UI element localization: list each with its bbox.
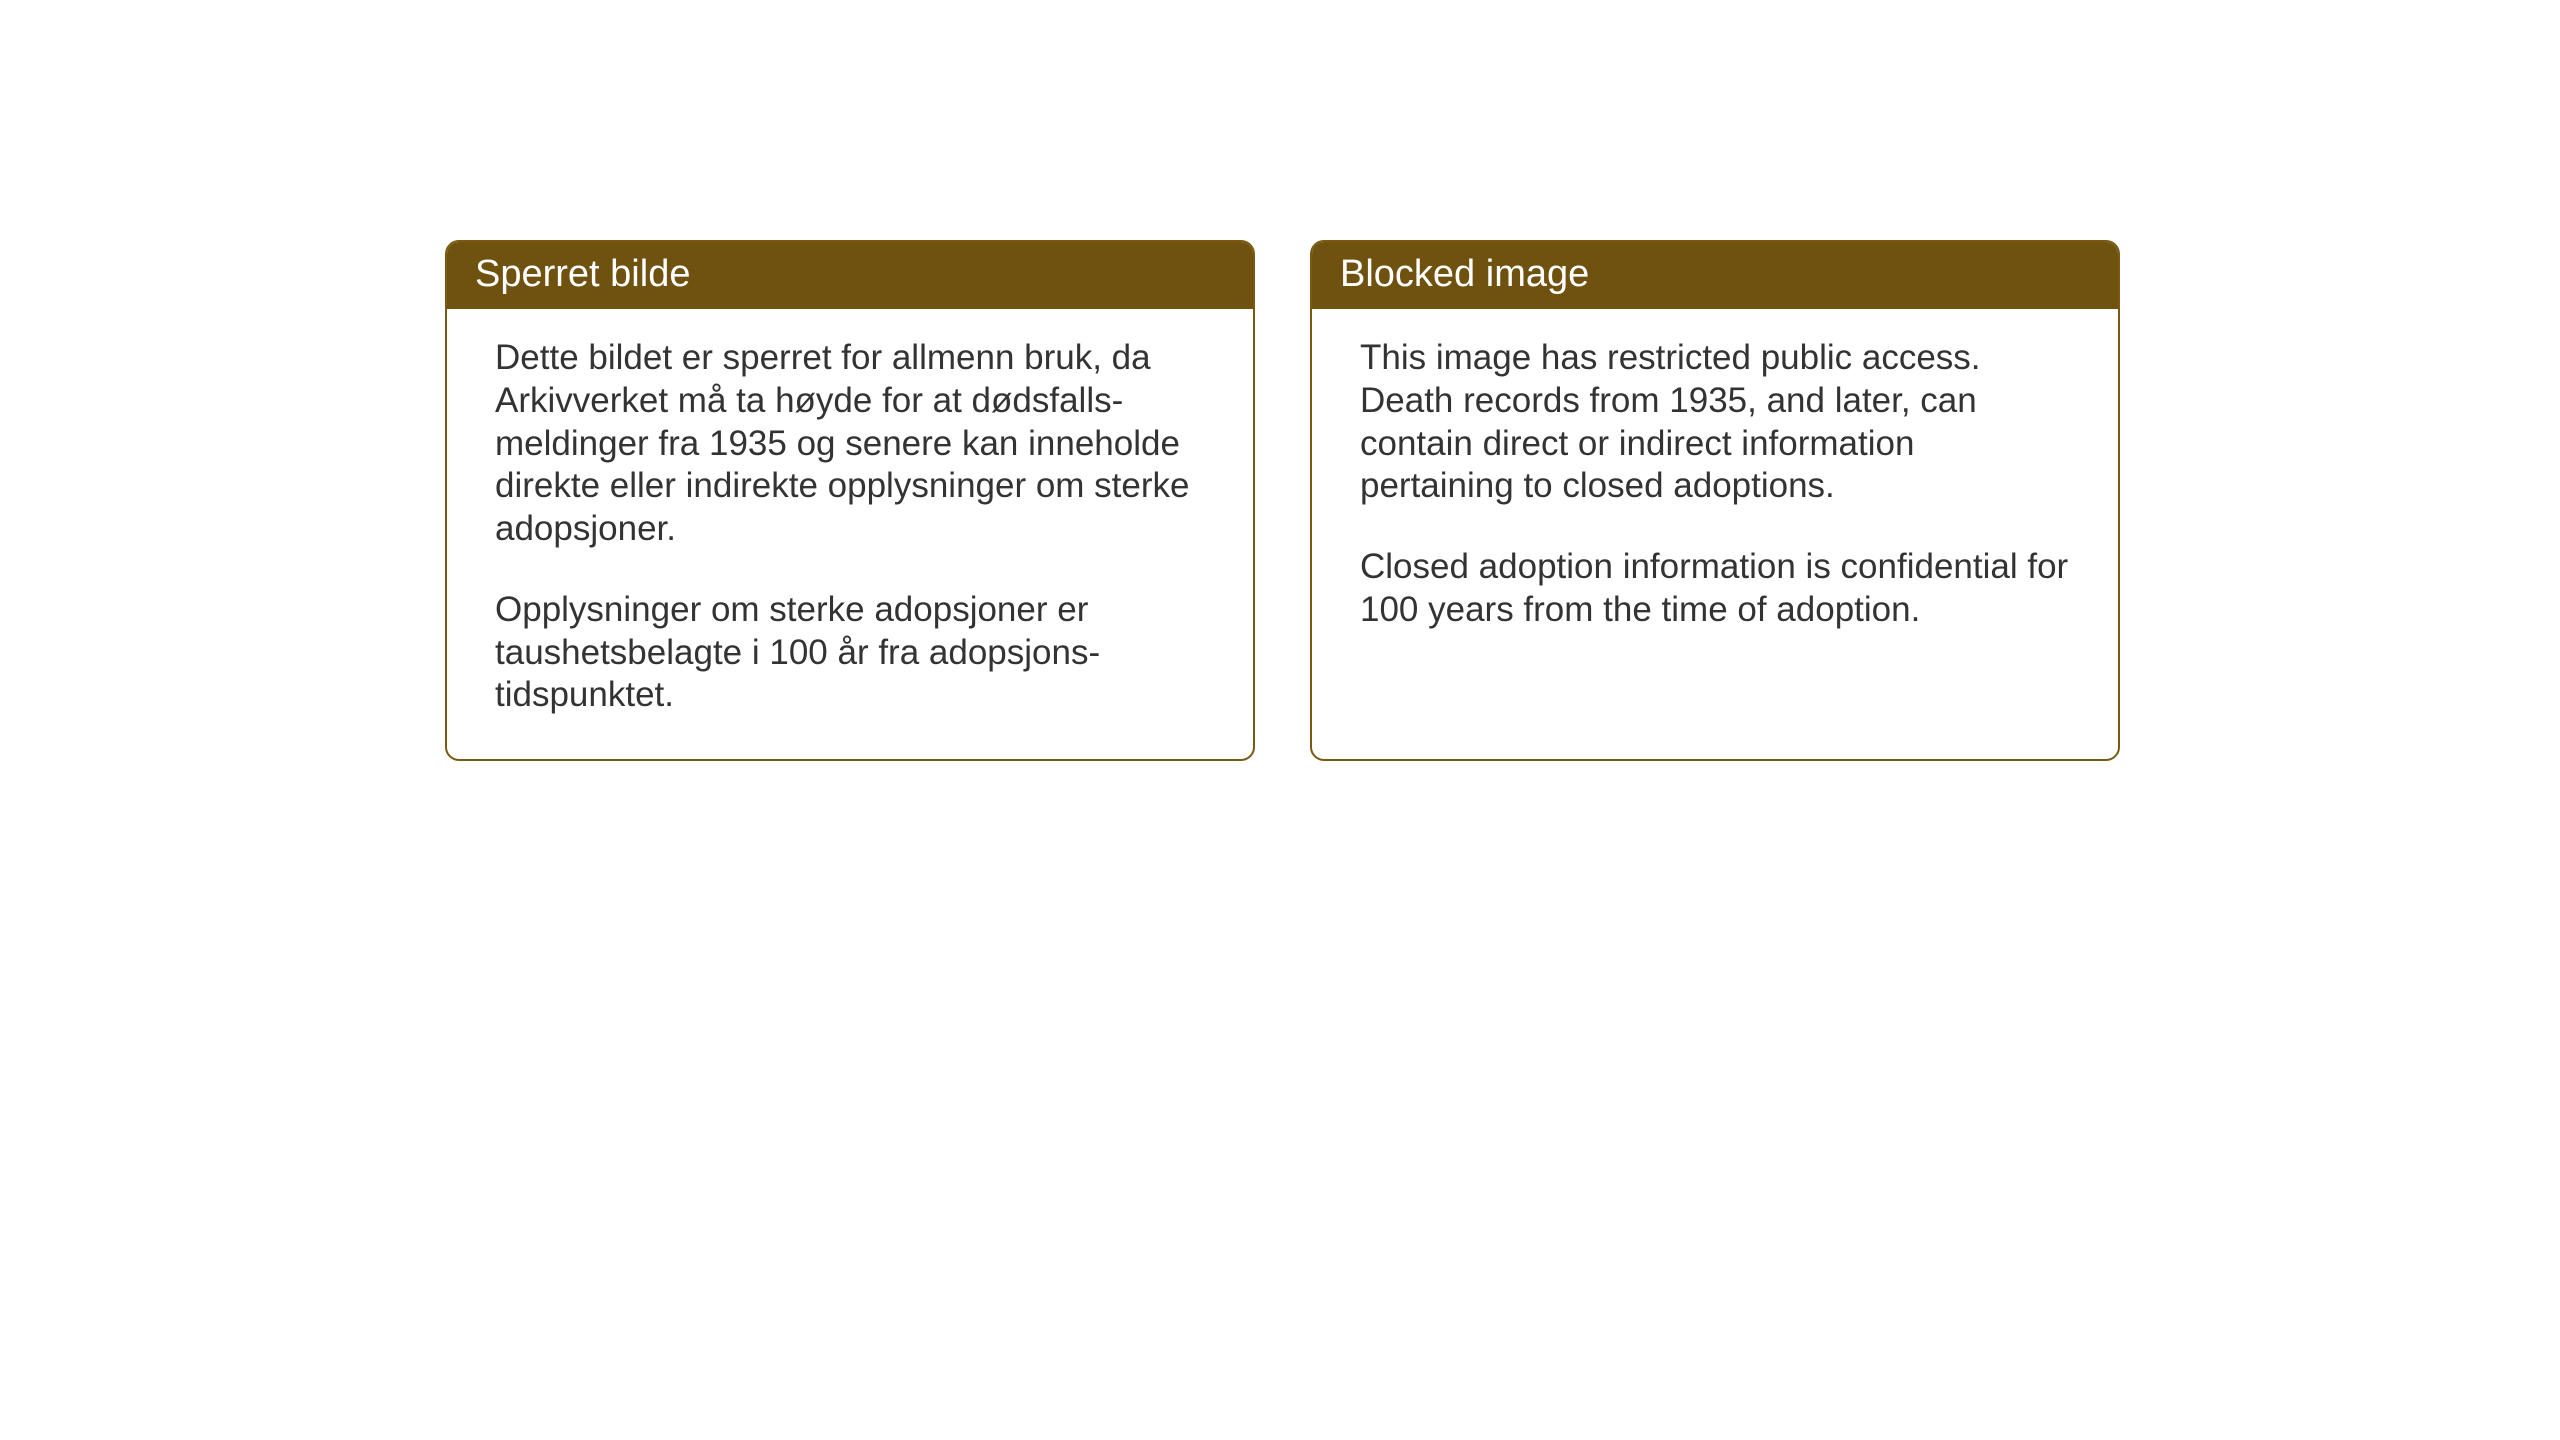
notice-container: Sperret bilde Dette bildet er sperret fo… <box>445 240 2120 761</box>
notice-paragraph: Closed adoption information is confident… <box>1360 546 2076 631</box>
notice-paragraph: This image has restricted public access.… <box>1360 337 2076 508</box>
notice-paragraph: Dette bildet er sperret for allmenn bruk… <box>495 337 1211 550</box>
notice-header-norwegian: Sperret bilde <box>447 242 1253 309</box>
notice-paragraph: Opplysninger om sterke adopsjoner er tau… <box>495 589 1211 717</box>
notice-body-english: This image has restricted public access.… <box>1312 309 2118 673</box>
notice-box-norwegian: Sperret bilde Dette bildet er sperret fo… <box>445 240 1255 761</box>
notice-body-norwegian: Dette bildet er sperret for allmenn bruk… <box>447 309 1253 759</box>
notice-header-english: Blocked image <box>1312 242 2118 309</box>
notice-box-english: Blocked image This image has restricted … <box>1310 240 2120 761</box>
